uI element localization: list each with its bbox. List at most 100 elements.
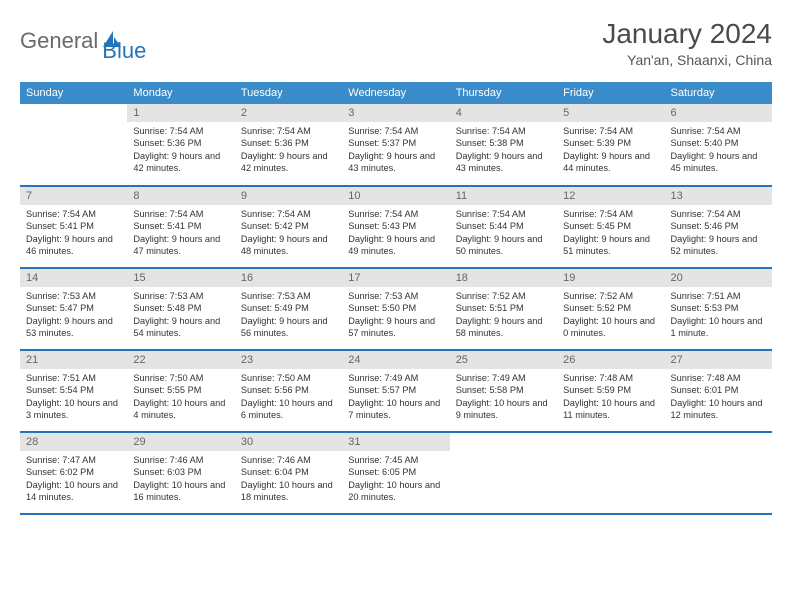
sunrise-line: Sunrise: 7:51 AM — [26, 372, 121, 384]
daylight-line: Daylight: 10 hours and 12 minutes. — [671, 397, 766, 422]
empty-cell — [450, 432, 557, 514]
daylight-line: Daylight: 10 hours and 4 minutes. — [133, 397, 228, 422]
day-cell: 19Sunrise: 7:52 AMSunset: 5:52 PMDayligh… — [557, 268, 664, 350]
day-cell: 7Sunrise: 7:54 AMSunset: 5:41 PMDaylight… — [20, 186, 127, 268]
sunrise-line: Sunrise: 7:54 AM — [133, 208, 228, 220]
day-number: 11 — [450, 187, 557, 205]
weekday-header: Saturday — [665, 82, 772, 104]
daylight-line: Daylight: 9 hours and 56 minutes. — [241, 315, 336, 340]
sunset-line: Sunset: 5:46 PM — [671, 220, 766, 232]
day-number: 21 — [20, 351, 127, 369]
day-cell: 10Sunrise: 7:54 AMSunset: 5:43 PMDayligh… — [342, 186, 449, 268]
sunrise-line: Sunrise: 7:46 AM — [241, 454, 336, 466]
sunset-line: Sunset: 5:49 PM — [241, 302, 336, 314]
day-cell: 23Sunrise: 7:50 AMSunset: 5:56 PMDayligh… — [235, 350, 342, 432]
calendar-body: 1Sunrise: 7:54 AMSunset: 5:36 PMDaylight… — [20, 104, 772, 514]
sunrise-line: Sunrise: 7:45 AM — [348, 454, 443, 466]
day-details: Sunrise: 7:54 AMSunset: 5:45 PMDaylight:… — [557, 205, 664, 264]
daylight-line: Daylight: 9 hours and 47 minutes. — [133, 233, 228, 258]
sunset-line: Sunset: 5:52 PM — [563, 302, 658, 314]
weekday-header: Friday — [557, 82, 664, 104]
sunrise-line: Sunrise: 7:54 AM — [241, 125, 336, 137]
empty-cell — [557, 432, 664, 514]
daylight-line: Daylight: 10 hours and 20 minutes. — [348, 479, 443, 504]
day-details: Sunrise: 7:45 AMSunset: 6:05 PMDaylight:… — [342, 451, 449, 510]
day-number: 29 — [127, 433, 234, 451]
sunset-line: Sunset: 5:41 PM — [26, 220, 121, 232]
sunrise-line: Sunrise: 7:53 AM — [241, 290, 336, 302]
day-number: 7 — [20, 187, 127, 205]
sunrise-line: Sunrise: 7:53 AM — [133, 290, 228, 302]
day-details: Sunrise: 7:54 AMSunset: 5:40 PMDaylight:… — [665, 122, 772, 181]
sunrise-line: Sunrise: 7:54 AM — [26, 208, 121, 220]
sunrise-line: Sunrise: 7:52 AM — [563, 290, 658, 302]
weekday-header: Monday — [127, 82, 234, 104]
day-number: 24 — [342, 351, 449, 369]
daylight-line: Daylight: 9 hours and 45 minutes. — [671, 150, 766, 175]
calendar-row: 21Sunrise: 7:51 AMSunset: 5:54 PMDayligh… — [20, 350, 772, 432]
weekday-header: Thursday — [450, 82, 557, 104]
day-details: Sunrise: 7:53 AMSunset: 5:50 PMDaylight:… — [342, 287, 449, 346]
sunrise-line: Sunrise: 7:51 AM — [671, 290, 766, 302]
logo-text-2: Blue — [102, 38, 146, 63]
sunrise-line: Sunrise: 7:54 AM — [563, 125, 658, 137]
sunrise-line: Sunrise: 7:54 AM — [671, 125, 766, 137]
day-cell: 1Sunrise: 7:54 AMSunset: 5:36 PMDaylight… — [127, 104, 234, 186]
sunset-line: Sunset: 5:51 PM — [456, 302, 551, 314]
day-details: Sunrise: 7:51 AMSunset: 5:54 PMDaylight:… — [20, 369, 127, 428]
day-cell: 17Sunrise: 7:53 AMSunset: 5:50 PMDayligh… — [342, 268, 449, 350]
sunrise-line: Sunrise: 7:49 AM — [348, 372, 443, 384]
logo: General Blue — [20, 18, 146, 64]
day-cell: 5Sunrise: 7:54 AMSunset: 5:39 PMDaylight… — [557, 104, 664, 186]
weekday-header-row: SundayMondayTuesdayWednesdayThursdayFrid… — [20, 82, 772, 104]
day-details: Sunrise: 7:54 AMSunset: 5:43 PMDaylight:… — [342, 205, 449, 264]
day-details: Sunrise: 7:48 AMSunset: 6:01 PMDaylight:… — [665, 369, 772, 428]
day-number: 2 — [235, 104, 342, 122]
day-details: Sunrise: 7:54 AMSunset: 5:36 PMDaylight:… — [235, 122, 342, 181]
day-number: 31 — [342, 433, 449, 451]
sunset-line: Sunset: 5:36 PM — [133, 137, 228, 149]
weekday-header: Sunday — [20, 82, 127, 104]
daylight-line: Daylight: 9 hours and 48 minutes. — [241, 233, 336, 258]
daylight-line: Daylight: 10 hours and 16 minutes. — [133, 479, 228, 504]
sunset-line: Sunset: 5:36 PM — [241, 137, 336, 149]
daylight-line: Daylight: 9 hours and 51 minutes. — [563, 233, 658, 258]
calendar-row: 14Sunrise: 7:53 AMSunset: 5:47 PMDayligh… — [20, 268, 772, 350]
day-cell: 26Sunrise: 7:48 AMSunset: 5:59 PMDayligh… — [557, 350, 664, 432]
calendar-row: 1Sunrise: 7:54 AMSunset: 5:36 PMDaylight… — [20, 104, 772, 186]
day-cell: 24Sunrise: 7:49 AMSunset: 5:57 PMDayligh… — [342, 350, 449, 432]
sunrise-line: Sunrise: 7:54 AM — [671, 208, 766, 220]
day-details: Sunrise: 7:54 AMSunset: 5:37 PMDaylight:… — [342, 122, 449, 181]
day-cell: 12Sunrise: 7:54 AMSunset: 5:45 PMDayligh… — [557, 186, 664, 268]
sunset-line: Sunset: 5:45 PM — [563, 220, 658, 232]
day-cell: 16Sunrise: 7:53 AMSunset: 5:49 PMDayligh… — [235, 268, 342, 350]
day-number: 27 — [665, 351, 772, 369]
sunrise-line: Sunrise: 7:50 AM — [133, 372, 228, 384]
day-details: Sunrise: 7:54 AMSunset: 5:44 PMDaylight:… — [450, 205, 557, 264]
calendar-row: 7Sunrise: 7:54 AMSunset: 5:41 PMDaylight… — [20, 186, 772, 268]
sunset-line: Sunset: 5:56 PM — [241, 384, 336, 396]
day-details: Sunrise: 7:54 AMSunset: 5:41 PMDaylight:… — [20, 205, 127, 264]
logo-text-1: General — [20, 28, 98, 54]
day-cell: 8Sunrise: 7:54 AMSunset: 5:41 PMDaylight… — [127, 186, 234, 268]
day-cell: 9Sunrise: 7:54 AMSunset: 5:42 PMDaylight… — [235, 186, 342, 268]
day-number: 9 — [235, 187, 342, 205]
sunset-line: Sunset: 5:50 PM — [348, 302, 443, 314]
daylight-line: Daylight: 9 hours and 42 minutes. — [133, 150, 228, 175]
sunset-line: Sunset: 6:05 PM — [348, 466, 443, 478]
day-details: Sunrise: 7:52 AMSunset: 5:51 PMDaylight:… — [450, 287, 557, 346]
day-number: 10 — [342, 187, 449, 205]
sunrise-line: Sunrise: 7:52 AM — [456, 290, 551, 302]
sunrise-line: Sunrise: 7:54 AM — [456, 125, 551, 137]
day-number: 28 — [20, 433, 127, 451]
sunset-line: Sunset: 5:39 PM — [563, 137, 658, 149]
day-details: Sunrise: 7:50 AMSunset: 5:56 PMDaylight:… — [235, 369, 342, 428]
day-number: 20 — [665, 269, 772, 287]
day-number: 26 — [557, 351, 664, 369]
sunset-line: Sunset: 5:58 PM — [456, 384, 551, 396]
day-details: Sunrise: 7:53 AMSunset: 5:48 PMDaylight:… — [127, 287, 234, 346]
day-cell: 15Sunrise: 7:53 AMSunset: 5:48 PMDayligh… — [127, 268, 234, 350]
daylight-line: Daylight: 9 hours and 43 minutes. — [348, 150, 443, 175]
day-cell: 2Sunrise: 7:54 AMSunset: 5:36 PMDaylight… — [235, 104, 342, 186]
day-details: Sunrise: 7:46 AMSunset: 6:04 PMDaylight:… — [235, 451, 342, 510]
